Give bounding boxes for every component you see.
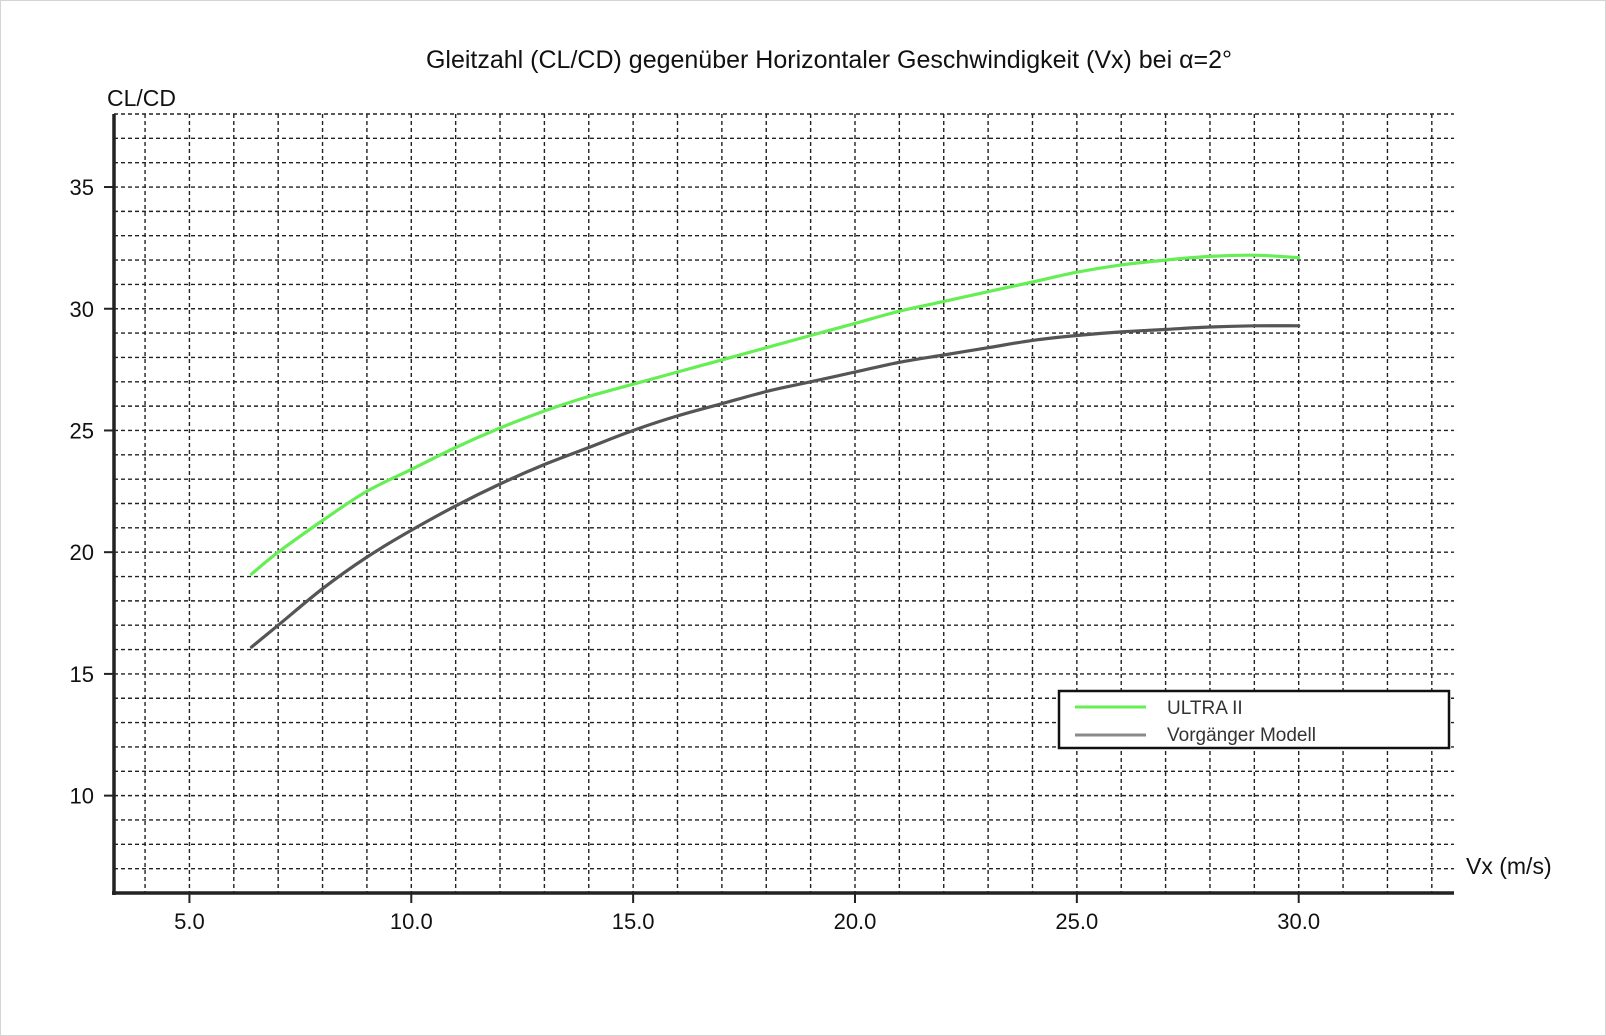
x-tick-label: 5.0 [174,909,205,934]
plot-area [249,253,1301,649]
y-tick-label: 25 [70,418,94,443]
y-tick-label: 10 [70,784,94,809]
grid [114,113,1454,894]
axes [112,114,1454,895]
legend-label-ultra: ULTRA II [1167,698,1243,719]
x-tick-label: 25.0 [1055,909,1098,934]
x-tick-label: 20.0 [834,909,877,934]
y-tick-label: 30 [70,297,94,322]
y-axis-label: CL/CD [107,85,176,111]
x-tick-label: 15.0 [612,909,655,934]
x-tick-label: 10.0 [390,909,433,934]
legend: ULTRA II Vorgänger Modell [1057,689,1451,750]
x-tick-label: 30.0 [1277,909,1320,934]
y-tick-label: 35 [70,175,94,200]
series-line-vorgaenger [249,324,1301,649]
chart-title: Gleitzahl (CL/CD) gegenüber Horizontaler… [426,46,1232,74]
y-tick-label: 15 [70,662,94,687]
legend-label-vorgaenger: Vorgänger Modell [1167,725,1316,746]
x-axis-label: Vx (m/s) [1466,853,1552,879]
series-line-ultra [249,253,1301,576]
legend-box [1057,689,1451,750]
tick-labels: 5.0 10.0 15.0 20.0 25.0 30.0 10 15 20 25 30 35 [70,175,1321,934]
y-tick-label: 20 [70,540,94,565]
